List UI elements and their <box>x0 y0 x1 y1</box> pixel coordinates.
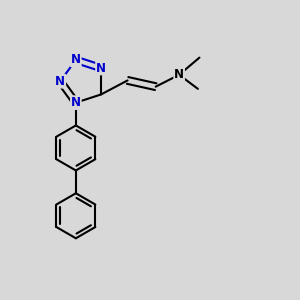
Text: N: N <box>71 53 81 66</box>
Text: N: N <box>71 96 81 109</box>
Text: N: N <box>96 61 106 74</box>
Text: N: N <box>174 68 184 81</box>
Text: N: N <box>55 75 65 88</box>
